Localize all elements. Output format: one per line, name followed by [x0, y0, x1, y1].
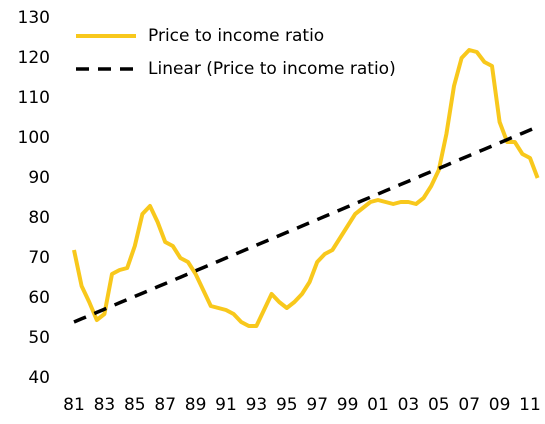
x-tick-label: 09 [489, 395, 511, 415]
x-tick-label: 81 [63, 395, 85, 415]
x-tick-label: 85 [124, 395, 146, 415]
x-tick-label: 97 [306, 395, 328, 415]
x-tick-label: 01 [367, 395, 389, 415]
trend-line [73, 125, 539, 324]
x-tick-label: 11 [519, 395, 541, 415]
y-tick-label: 60 [28, 288, 50, 308]
x-tick-label: 89 [185, 395, 207, 415]
y-tick-label: 50 [28, 328, 50, 348]
legend-label: Linear (Price to income ratio) [148, 59, 396, 79]
x-tick-label: 05 [428, 395, 450, 415]
x-tick-label: 03 [398, 395, 420, 415]
x-tick-label: 93 [246, 395, 268, 415]
y-tick-label: 110 [18, 88, 50, 108]
x-tick-label: 91 [215, 395, 237, 415]
x-tick-label: 07 [458, 395, 480, 415]
legend-label: Price to income ratio [148, 26, 324, 46]
data-line [72, 48, 540, 328]
y-tick-label: 40 [28, 368, 50, 388]
x-tick-label: 95 [276, 395, 298, 415]
x-tick-label: 83 [94, 395, 116, 415]
y-tick-label: 130 [18, 8, 50, 28]
x-tick-label: 87 [154, 395, 176, 415]
y-tick-label: 100 [18, 128, 50, 148]
x-tick-label: 99 [337, 395, 359, 415]
y-tick-label: 80 [28, 208, 50, 228]
y-tick-label: 70 [28, 248, 50, 268]
y-tick-label: 90 [28, 168, 50, 188]
y-tick-label: 120 [18, 48, 50, 68]
